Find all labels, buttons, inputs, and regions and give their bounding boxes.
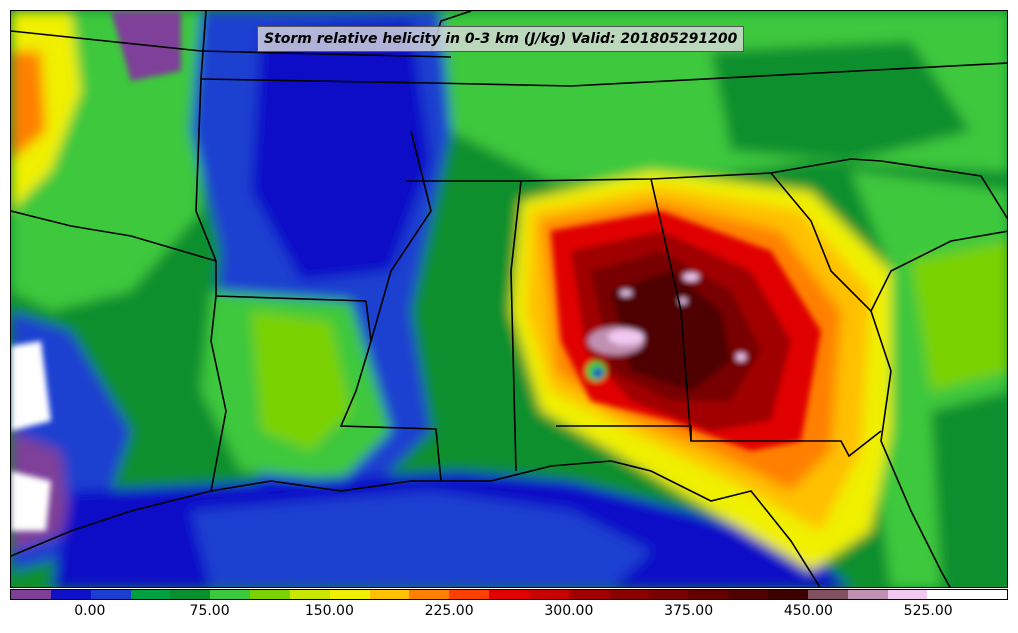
colorbar-tick-label: 150.00 xyxy=(304,603,354,619)
colorbar xyxy=(10,589,1008,600)
colorbar-tick-label: 525.00 xyxy=(903,603,953,619)
colorbar-tick-label: 375.00 xyxy=(664,603,714,619)
colorbar-segment xyxy=(967,590,1008,599)
colorbar-segment xyxy=(648,590,689,599)
colorbar-tick-label: 300.00 xyxy=(544,603,594,619)
colorbar-segment xyxy=(210,590,251,599)
colorbar-segment xyxy=(250,590,290,599)
colorbar-segment xyxy=(289,590,330,599)
colorbar-tick-label: 225.00 xyxy=(424,603,474,619)
colorbar-segment xyxy=(728,590,769,599)
colorbar-segment xyxy=(807,590,848,599)
colorbar-segment xyxy=(50,590,91,599)
map-title: Storm relative helicity in 0-3 km (J/kg)… xyxy=(264,31,738,47)
colorbar-segment xyxy=(449,590,490,599)
colorbar-segment xyxy=(847,590,888,599)
colorbar-segment xyxy=(130,590,171,599)
colorbar-segment xyxy=(768,590,808,599)
helicity-map xyxy=(11,11,1007,587)
colorbar-segment xyxy=(568,590,609,599)
colorbar-tick-label: 75.00 xyxy=(189,603,230,619)
colorbar-segment xyxy=(329,590,370,599)
colorbar-tick-label: 0.00 xyxy=(74,603,106,619)
map-title-box: Storm relative helicity in 0-3 km (J/kg)… xyxy=(257,26,745,52)
colorbar-segment xyxy=(409,590,450,599)
colorbar-segment xyxy=(688,590,729,599)
colorbar-segment xyxy=(887,590,928,599)
map-panel: Storm relative helicity in 0-3 km (J/kg)… xyxy=(10,10,1008,588)
colorbar-tick-label: 450.00 xyxy=(783,603,833,619)
colorbar-segment xyxy=(170,590,211,599)
colorbar-segment xyxy=(608,590,649,599)
colorbar-segment xyxy=(528,590,569,599)
colorbar-segment xyxy=(927,590,968,599)
colorbar-segment xyxy=(369,590,410,599)
colorbar-segment xyxy=(489,590,529,599)
colorbar-segment xyxy=(90,590,131,599)
colorbar-segment xyxy=(11,590,51,599)
colorbar-ticks: 0.00 75.00 150.00 225.00 300.00 375.00 450.00 5… xyxy=(0,600,1018,630)
